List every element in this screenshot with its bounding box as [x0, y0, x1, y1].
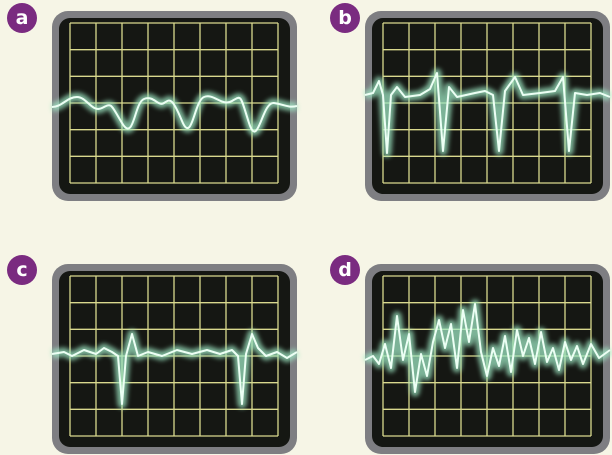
oscilloscope-b [365, 11, 610, 201]
page: a b c d (() => { const data = JSON.parse… [0, 0, 612, 455]
oscilloscope-d [365, 264, 610, 454]
oscilloscope-c [52, 264, 297, 454]
panel-label: d [338, 259, 352, 281]
panel-label: c [16, 259, 27, 281]
scene: a b c d [0, 0, 612, 455]
panel-label: b [338, 7, 352, 29]
panel-label: a [16, 7, 29, 29]
oscilloscope-a [52, 11, 297, 201]
